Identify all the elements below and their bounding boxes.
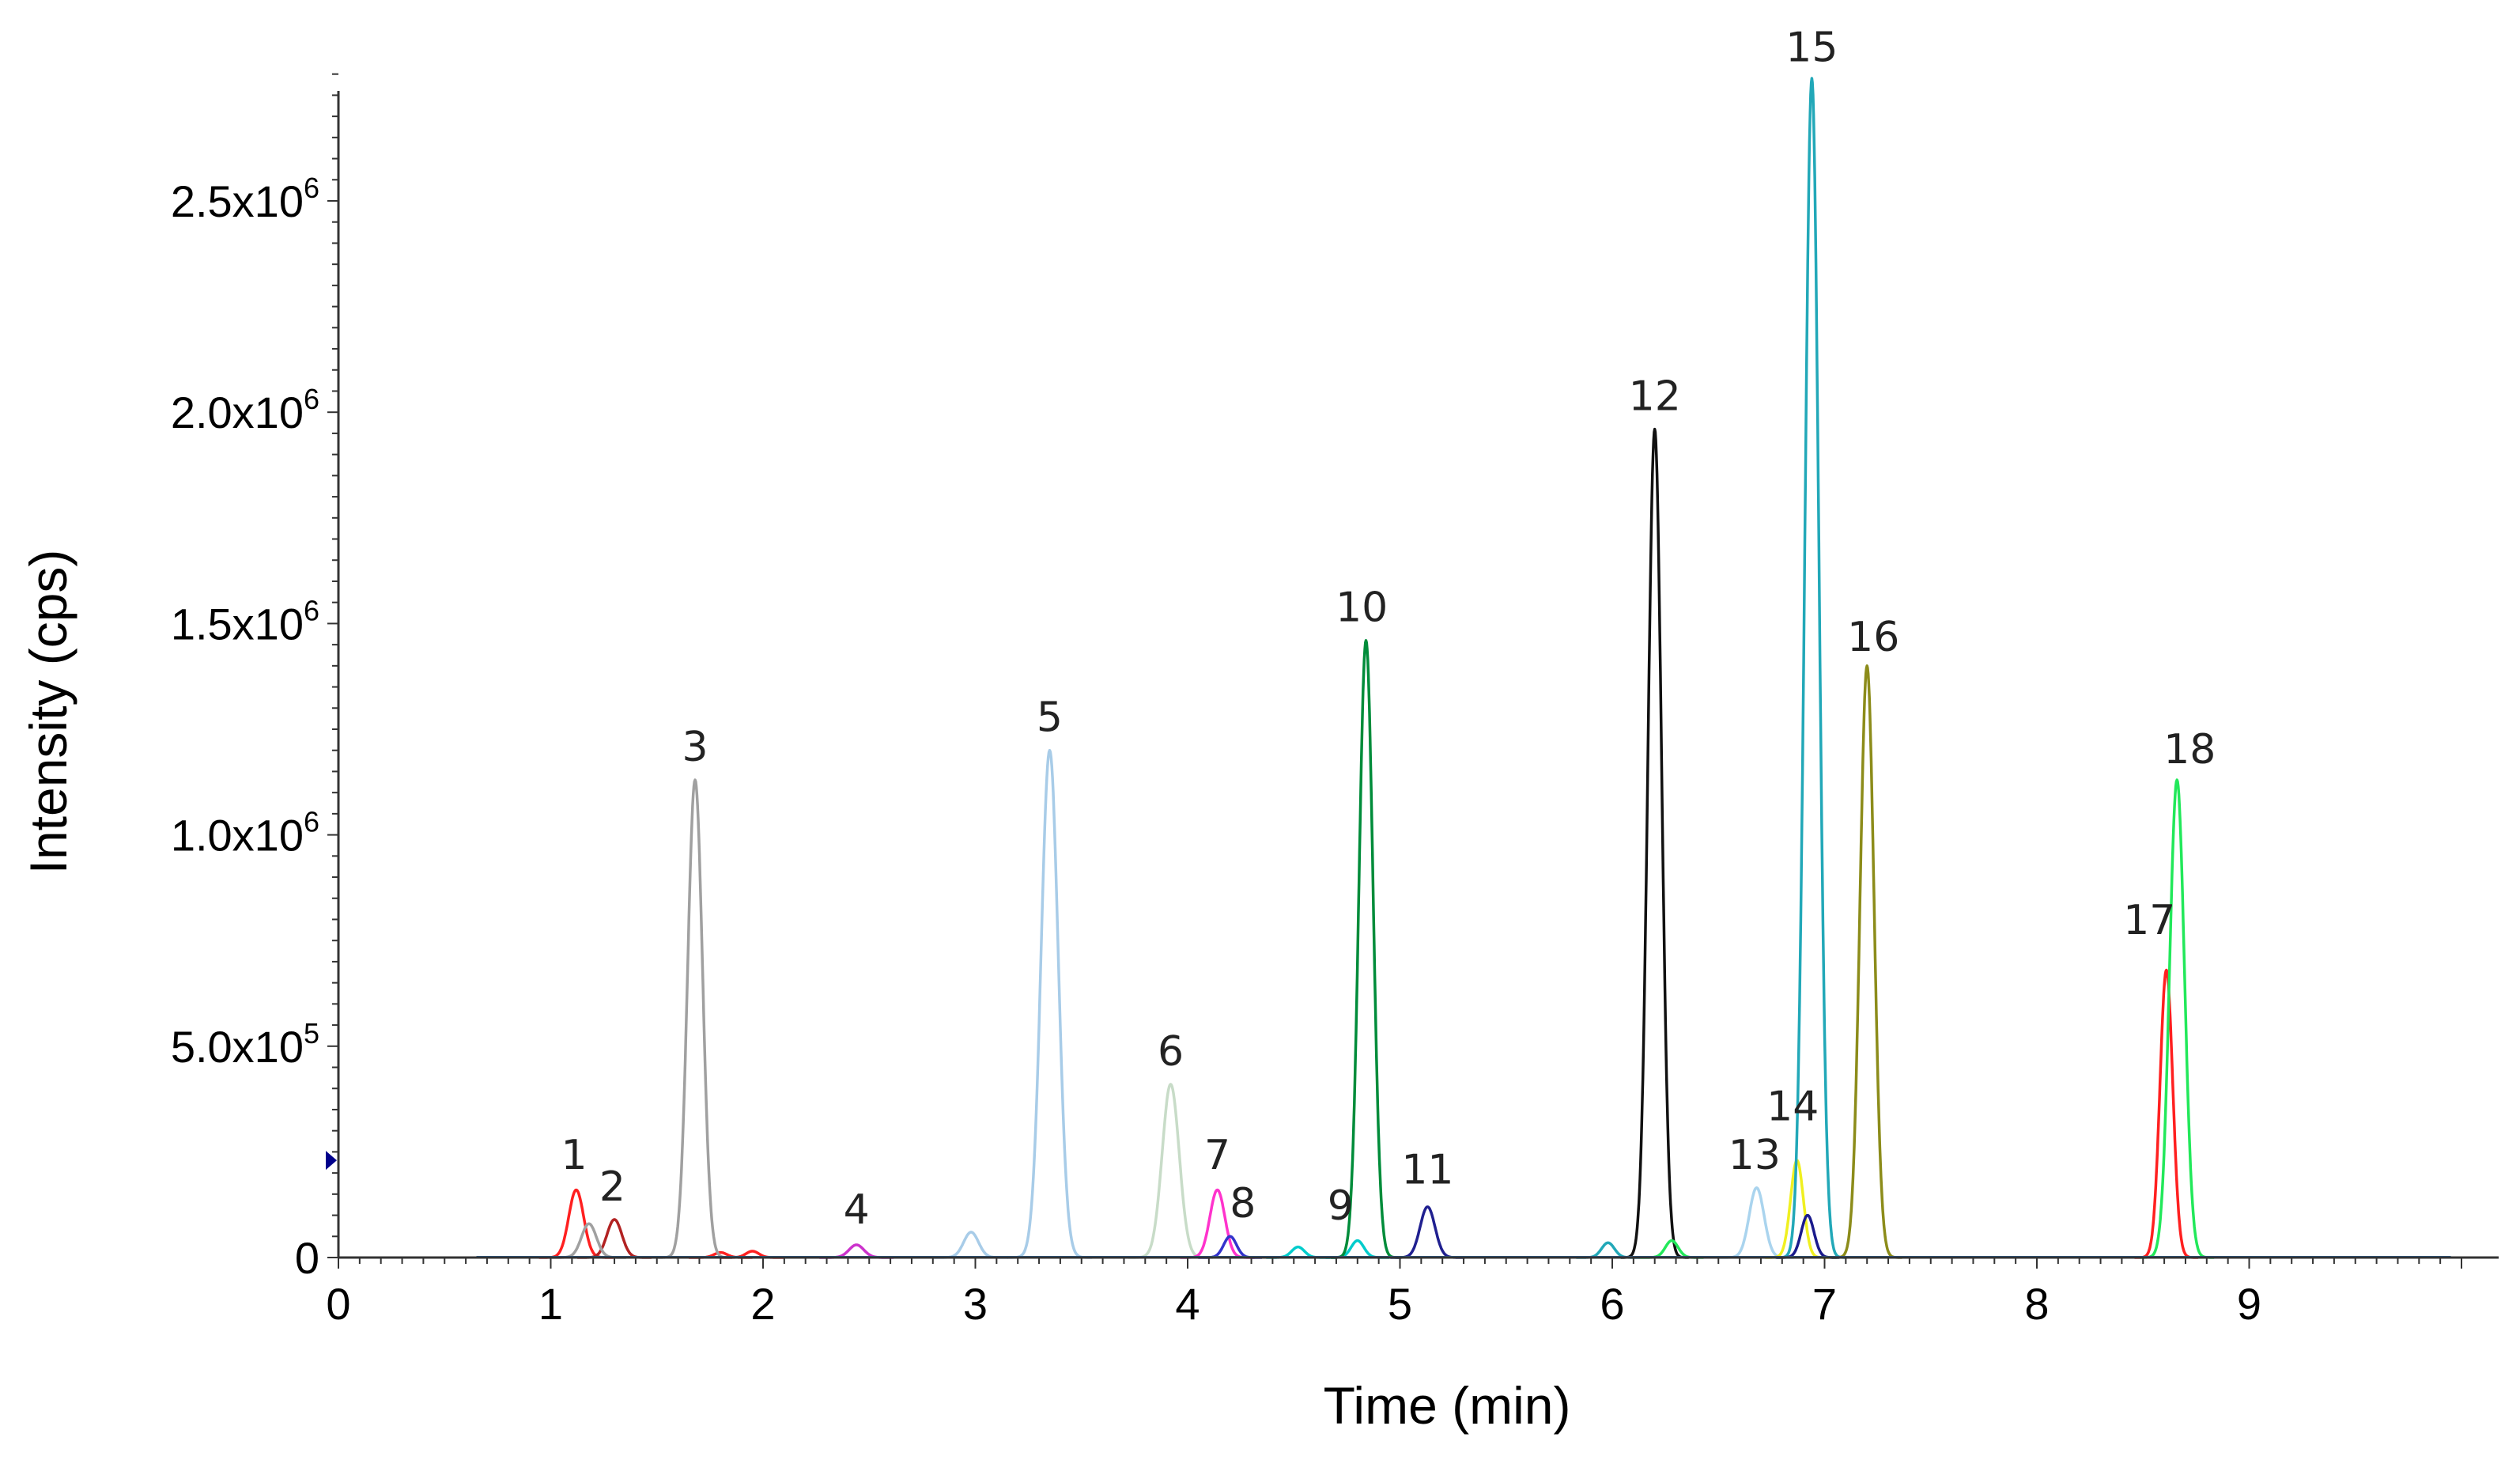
x-tick-label: 2 (750, 1279, 775, 1329)
peak-trace (1265, 1245, 1331, 1259)
x-tick-label: 8 (2024, 1279, 2049, 1329)
peak-label-13: 13 (1728, 1132, 1781, 1179)
x-tick-label: 7 (1812, 1279, 1837, 1329)
series-16 (1830, 664, 1903, 1259)
series-18 (1638, 778, 2216, 1259)
peak-label-14: 14 (1766, 1083, 1819, 1130)
series-layer (476, 77, 2451, 1259)
peak-label-17: 17 (2123, 897, 2175, 944)
series-12 (1619, 427, 1690, 1259)
y-tick-label: 2.5x106 (171, 172, 319, 226)
series-1 (538, 1188, 785, 1259)
peak-label-8: 8 (1230, 1180, 1256, 1227)
peak-trace (933, 1231, 1010, 1259)
series-11 (1389, 1205, 1466, 1259)
peak-label-10: 10 (1336, 584, 1388, 632)
peak-label-5: 5 (1037, 694, 1063, 742)
peak-label-12: 12 (1629, 373, 1681, 421)
peak-trace (1638, 1239, 1705, 1259)
y-tick-label: 2.0x106 (171, 383, 319, 437)
peak-label-18: 18 (2163, 726, 2216, 773)
y-axis-title: Intensity (cps) (19, 550, 77, 875)
peak-label-16: 16 (1847, 614, 1899, 661)
peak-label-4: 4 (844, 1186, 870, 1234)
y-tick-label: 5.0x105 (171, 1017, 319, 1072)
peak-trace (818, 1243, 895, 1259)
peak-trace (1389, 1205, 1466, 1259)
peak-trace (1127, 1083, 1215, 1259)
x-tick-label: 0 (326, 1279, 350, 1329)
x-tick-label: 4 (1175, 1279, 1200, 1329)
peak-trace (1324, 1239, 1391, 1259)
peak-trace (1830, 664, 1903, 1259)
peak-label-9: 9 (1328, 1182, 1354, 1230)
x-tick-label: 9 (2237, 1279, 2261, 1329)
series-6 (1127, 1083, 1215, 1259)
peak-trace (657, 778, 734, 1259)
peak-label-7: 7 (1204, 1132, 1230, 1179)
y-tick-label: 0 (295, 1233, 319, 1283)
series-5 (933, 748, 1094, 1259)
peak-trace (1619, 427, 1690, 1259)
x-tick-label: 5 (1388, 1279, 1412, 1329)
x-tick-label: 3 (963, 1279, 988, 1329)
y-tick-label: 1.0x106 (171, 806, 319, 860)
left-axis-marker (326, 1151, 337, 1171)
series-9 (1265, 1239, 1391, 1259)
peak-label-3: 3 (682, 724, 708, 771)
x-tick-label: 6 (1600, 1279, 1624, 1329)
series-15 (1575, 77, 1848, 1259)
peak-label-1: 1 (561, 1132, 587, 1179)
peak-trace (1006, 748, 1094, 1259)
peak-trace (1330, 639, 1402, 1259)
peak-trace (1776, 77, 1848, 1259)
axes: 0 1 2 3 4 5 6 7 8 905.0x1051.0x1061.5x1062.0x1062… (171, 73, 2499, 1329)
series-10 (1330, 639, 1402, 1259)
peak-label-2: 2 (599, 1163, 625, 1211)
x-axis-title: Time (min) (1324, 1376, 1571, 1435)
peak-label-15: 15 (1785, 25, 1838, 72)
y-tick-label: 1.5x106 (171, 594, 319, 649)
series-4 (818, 1243, 895, 1259)
x-tick-label: 1 (538, 1279, 563, 1329)
peak-label-11: 11 (1401, 1146, 1453, 1193)
series-3 (550, 778, 734, 1259)
peak-label-6: 6 (1158, 1028, 1184, 1076)
peak-trace (2139, 778, 2216, 1259)
